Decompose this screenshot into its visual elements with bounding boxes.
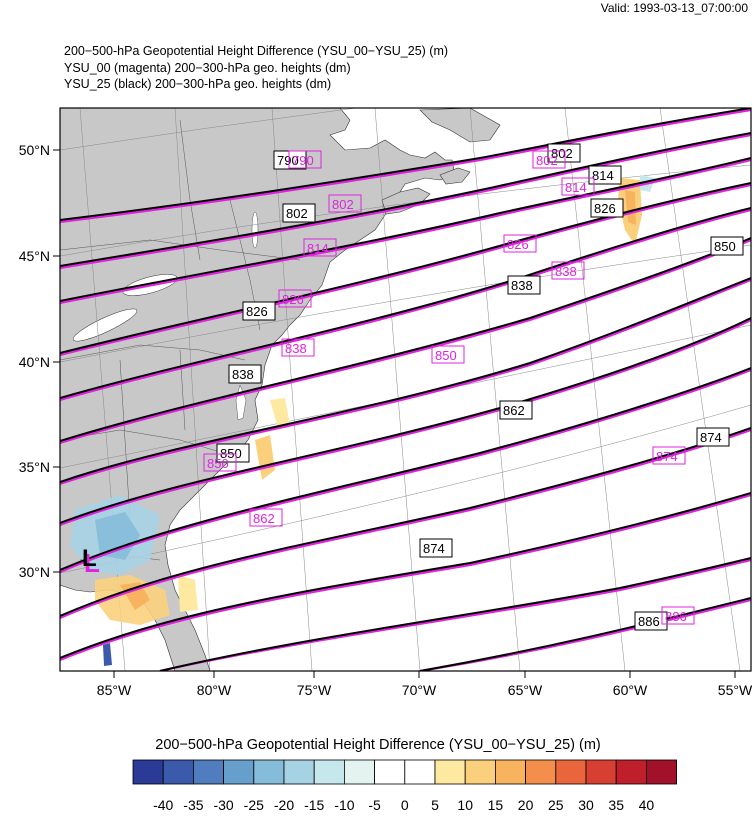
lon-label: 60°W [613,682,648,698]
colorbar-cell [223,759,255,785]
title-height-difference: 200−500-hPa Geopotential Height Differen… [64,44,449,58]
black-contour-labels: 790 802 802 814 826 826 838 838 850 850 … [216,143,744,631]
magenta-contours [60,108,751,671]
svg-text:850: 850 [207,456,229,471]
colorbar-tick-label: 15 [488,797,504,813]
svg-text:790: 790 [277,153,299,168]
land-newfoundland [419,108,501,143]
colorbar-tick-label: -25 [244,797,264,813]
svg-text:874: 874 [656,449,678,464]
lat-label: 35°N [19,459,50,475]
colorbar-tick-label: 25 [548,797,564,813]
svg-text:838: 838 [511,278,533,293]
title-ysu00-heights: YSU_00 (magenta) 200−300-hPa geo. height… [64,61,351,75]
low-marker-black: L [82,545,97,572]
colorbar-cell [374,759,406,785]
colorbar-cell [494,759,526,785]
colorbar-tick-label: -5 [368,797,381,813]
axis-ticks [53,149,736,678]
colorbar-tick-label: -15 [304,797,324,813]
svg-text:802: 802 [551,146,573,161]
svg-text:874: 874 [700,430,722,445]
svg-text:874: 874 [423,541,445,556]
colorbar-tick-label: 20 [518,797,534,813]
colorbar-cells [132,759,678,785]
latitude-labels: 50°N 45°N 40°N 35°N 30°N [19,142,50,580]
svg-text:862: 862 [253,511,275,526]
svg-text:838: 838 [232,367,254,382]
colorbar-tick-label: -35 [183,797,203,813]
colorbar-cell [283,759,315,785]
svg-text:862: 862 [503,403,525,418]
title-ysu25-heights: YSU_25 (black) 200−300-hPa geo. heights … [64,77,332,91]
colorbar-cell [646,759,678,785]
longitude-labels: 85°W 80°W 75°W 70°W 65°W 60°W 55°W [97,682,753,698]
colorbar-cell [192,759,224,785]
colorbar-tick-label: -20 [274,797,294,813]
svg-text:886: 886 [665,609,687,624]
svg-text:886: 886 [638,614,660,629]
colorbar-cell [585,759,617,785]
lon-label: 80°W [197,682,232,698]
colorbar-tick-label: 5 [431,797,439,813]
lat-label: 50°N [19,142,50,158]
lat-label: 45°N [19,248,50,264]
lat-label: 40°N [19,354,50,370]
colorbar-cell [615,759,647,785]
colorbar-tick-label: -10 [334,797,354,813]
svg-text:802: 802 [536,153,558,168]
svg-text:814: 814 [565,180,587,195]
lake-champlain [251,211,259,249]
lon-label: 65°W [508,682,543,698]
colorbar-tick-label: -30 [213,797,233,813]
svg-text:790: 790 [292,153,314,168]
svg-text:826: 826 [507,237,529,252]
svg-text:826: 826 [282,292,304,307]
colorbar-cell [253,759,285,785]
colorbar-tick-label: 35 [608,797,624,813]
svg-text:838: 838 [285,341,307,356]
svg-text:802: 802 [332,197,354,212]
difference-shading [70,175,655,666]
lake-erie [72,308,138,342]
colorbar-title: 200−500-hPa Geopotential Height Differen… [155,737,601,753]
colorbar-cell [313,759,345,785]
lon-label: 55°W [718,682,753,698]
colorbar-cell [343,759,375,785]
svg-text:838: 838 [555,264,577,279]
colorbar-cell [132,759,164,785]
map-frame [59,107,752,672]
svg-text:814: 814 [592,168,614,183]
lon-label: 75°W [297,682,332,698]
lat-label: 30°N [19,564,50,580]
colorbar-tick-label: 10 [457,797,473,813]
svg-text:826: 826 [594,201,616,216]
colorbar-tick-label: 0 [401,797,409,813]
lon-label: 85°W [97,682,132,698]
land-cape-breton [439,167,471,185]
svg-text:826: 826 [246,304,268,319]
svg-text:802: 802 [286,206,308,221]
svg-text:814: 814 [307,241,329,256]
colorbar-tick-label: -40 [153,797,173,813]
svg-text:850: 850 [435,348,457,363]
colorbar-cell [525,759,557,785]
magenta-contour-labels: 790 802 802 814 814 826 826 838 838 850 … [203,150,695,625]
svg-text:850: 850 [714,239,736,254]
low-marker-magenta: L [84,548,100,578]
colorbar-cell [555,759,587,785]
black-contours [60,108,751,671]
colorbar-tick-label: 40 [639,797,655,813]
colorbar-cell [404,759,436,785]
colorbar-tick-labels: -40 -35 -30 -25 -20 -15 -10 -5 0 5 10 15 20 25 30 35 40 [153,797,654,813]
lon-label: 70°W [402,682,437,698]
colorbar-cell [464,759,496,785]
colorbar-tick-label: 30 [578,797,594,813]
colorbar-cell [434,759,466,785]
valid-time: Valid: 1993-03-13_07:00:00 [600,1,748,15]
colorbar-cell [162,759,194,785]
